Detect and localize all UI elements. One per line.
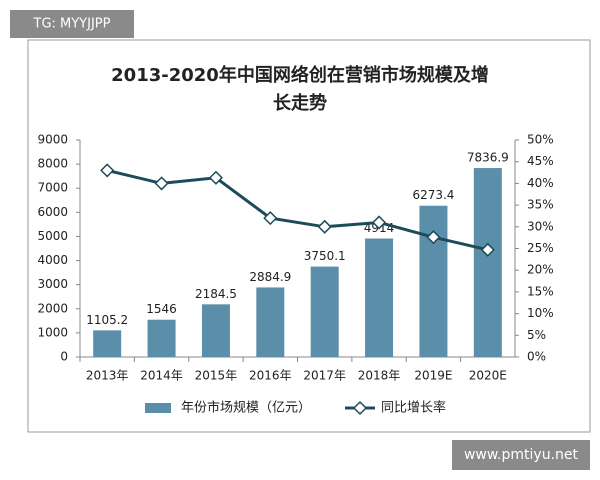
bar bbox=[256, 287, 285, 357]
bar bbox=[419, 205, 448, 357]
y2-tick-label: 5% bbox=[527, 328, 546, 342]
y2-tick-label: 35% bbox=[527, 198, 554, 212]
data-label: 3750.1 bbox=[304, 249, 346, 263]
y-tick-label: 0 bbox=[60, 350, 68, 364]
y2-tick-label: 15% bbox=[527, 284, 554, 298]
watermark: www.pmtiyu.net bbox=[464, 447, 579, 463]
marker bbox=[372, 215, 387, 230]
chart-title: 长走势 bbox=[273, 92, 327, 114]
legend-swatch bbox=[145, 403, 171, 413]
y2-tick-label: 20% bbox=[527, 263, 554, 277]
y-tick-label: 2000 bbox=[37, 301, 68, 315]
legend-swatch bbox=[352, 400, 368, 416]
bar bbox=[473, 168, 502, 357]
y-tick-label: 6000 bbox=[37, 205, 68, 219]
data-label: 7836.9 bbox=[467, 151, 509, 165]
y2-tick-label: 50% bbox=[527, 133, 554, 147]
y-tick-label: 9000 bbox=[37, 133, 68, 147]
watermark-box bbox=[10, 10, 134, 38]
data-label: 6273.4 bbox=[412, 188, 454, 202]
y2-tick-label: 0% bbox=[527, 350, 546, 364]
marker bbox=[317, 219, 332, 234]
marker bbox=[480, 242, 495, 257]
x-tick-label: 2014年 bbox=[140, 369, 183, 383]
y-tick-label: 8000 bbox=[37, 157, 68, 171]
bar bbox=[310, 266, 339, 357]
y2-tick-label: 40% bbox=[527, 176, 554, 190]
data-label: 2184.5 bbox=[195, 287, 237, 301]
legend-label: 年份市场规模（亿元） bbox=[181, 400, 311, 416]
marker bbox=[263, 211, 278, 226]
y-tick-label: 7000 bbox=[37, 181, 68, 195]
marker bbox=[154, 176, 169, 191]
y-tick-label: 3000 bbox=[37, 277, 68, 291]
bar bbox=[93, 330, 122, 357]
watermark: TG: MYYJJPP bbox=[33, 17, 111, 32]
marker bbox=[426, 230, 441, 245]
y-tick-label: 4000 bbox=[37, 253, 68, 267]
x-tick-label: 2016年 bbox=[249, 369, 292, 383]
marker bbox=[100, 163, 115, 178]
y2-tick-label: 10% bbox=[527, 306, 554, 320]
x-tick-label: 2015年 bbox=[195, 369, 238, 383]
line bbox=[106, 168, 489, 252]
bar bbox=[147, 319, 176, 357]
y2-tick-label: 30% bbox=[527, 219, 554, 233]
data-label: 2884.9 bbox=[249, 270, 291, 284]
x-tick-label: 2017年 bbox=[303, 369, 346, 383]
y2-tick-label: 25% bbox=[527, 241, 554, 255]
y-tick-label: 1000 bbox=[37, 325, 68, 339]
marker bbox=[208, 170, 223, 185]
x-tick-label: 2020E bbox=[469, 369, 507, 383]
y2-tick-label: 45% bbox=[527, 154, 554, 168]
data-label: 1105.2 bbox=[86, 313, 128, 327]
y-tick-label: 5000 bbox=[37, 229, 68, 243]
watermark-box bbox=[452, 440, 590, 470]
x-tick-label: 2013年 bbox=[86, 369, 129, 383]
legend-label: 同比增长率 bbox=[381, 400, 446, 416]
x-tick-label: 2018年 bbox=[358, 369, 401, 383]
x-tick-label: 2019E bbox=[414, 369, 452, 383]
chart-title: 2013-2020年中国网络创在营销市场规模及增 bbox=[111, 64, 489, 86]
bar bbox=[365, 238, 394, 357]
bar bbox=[201, 304, 230, 357]
data-label: 1546 bbox=[146, 302, 177, 316]
